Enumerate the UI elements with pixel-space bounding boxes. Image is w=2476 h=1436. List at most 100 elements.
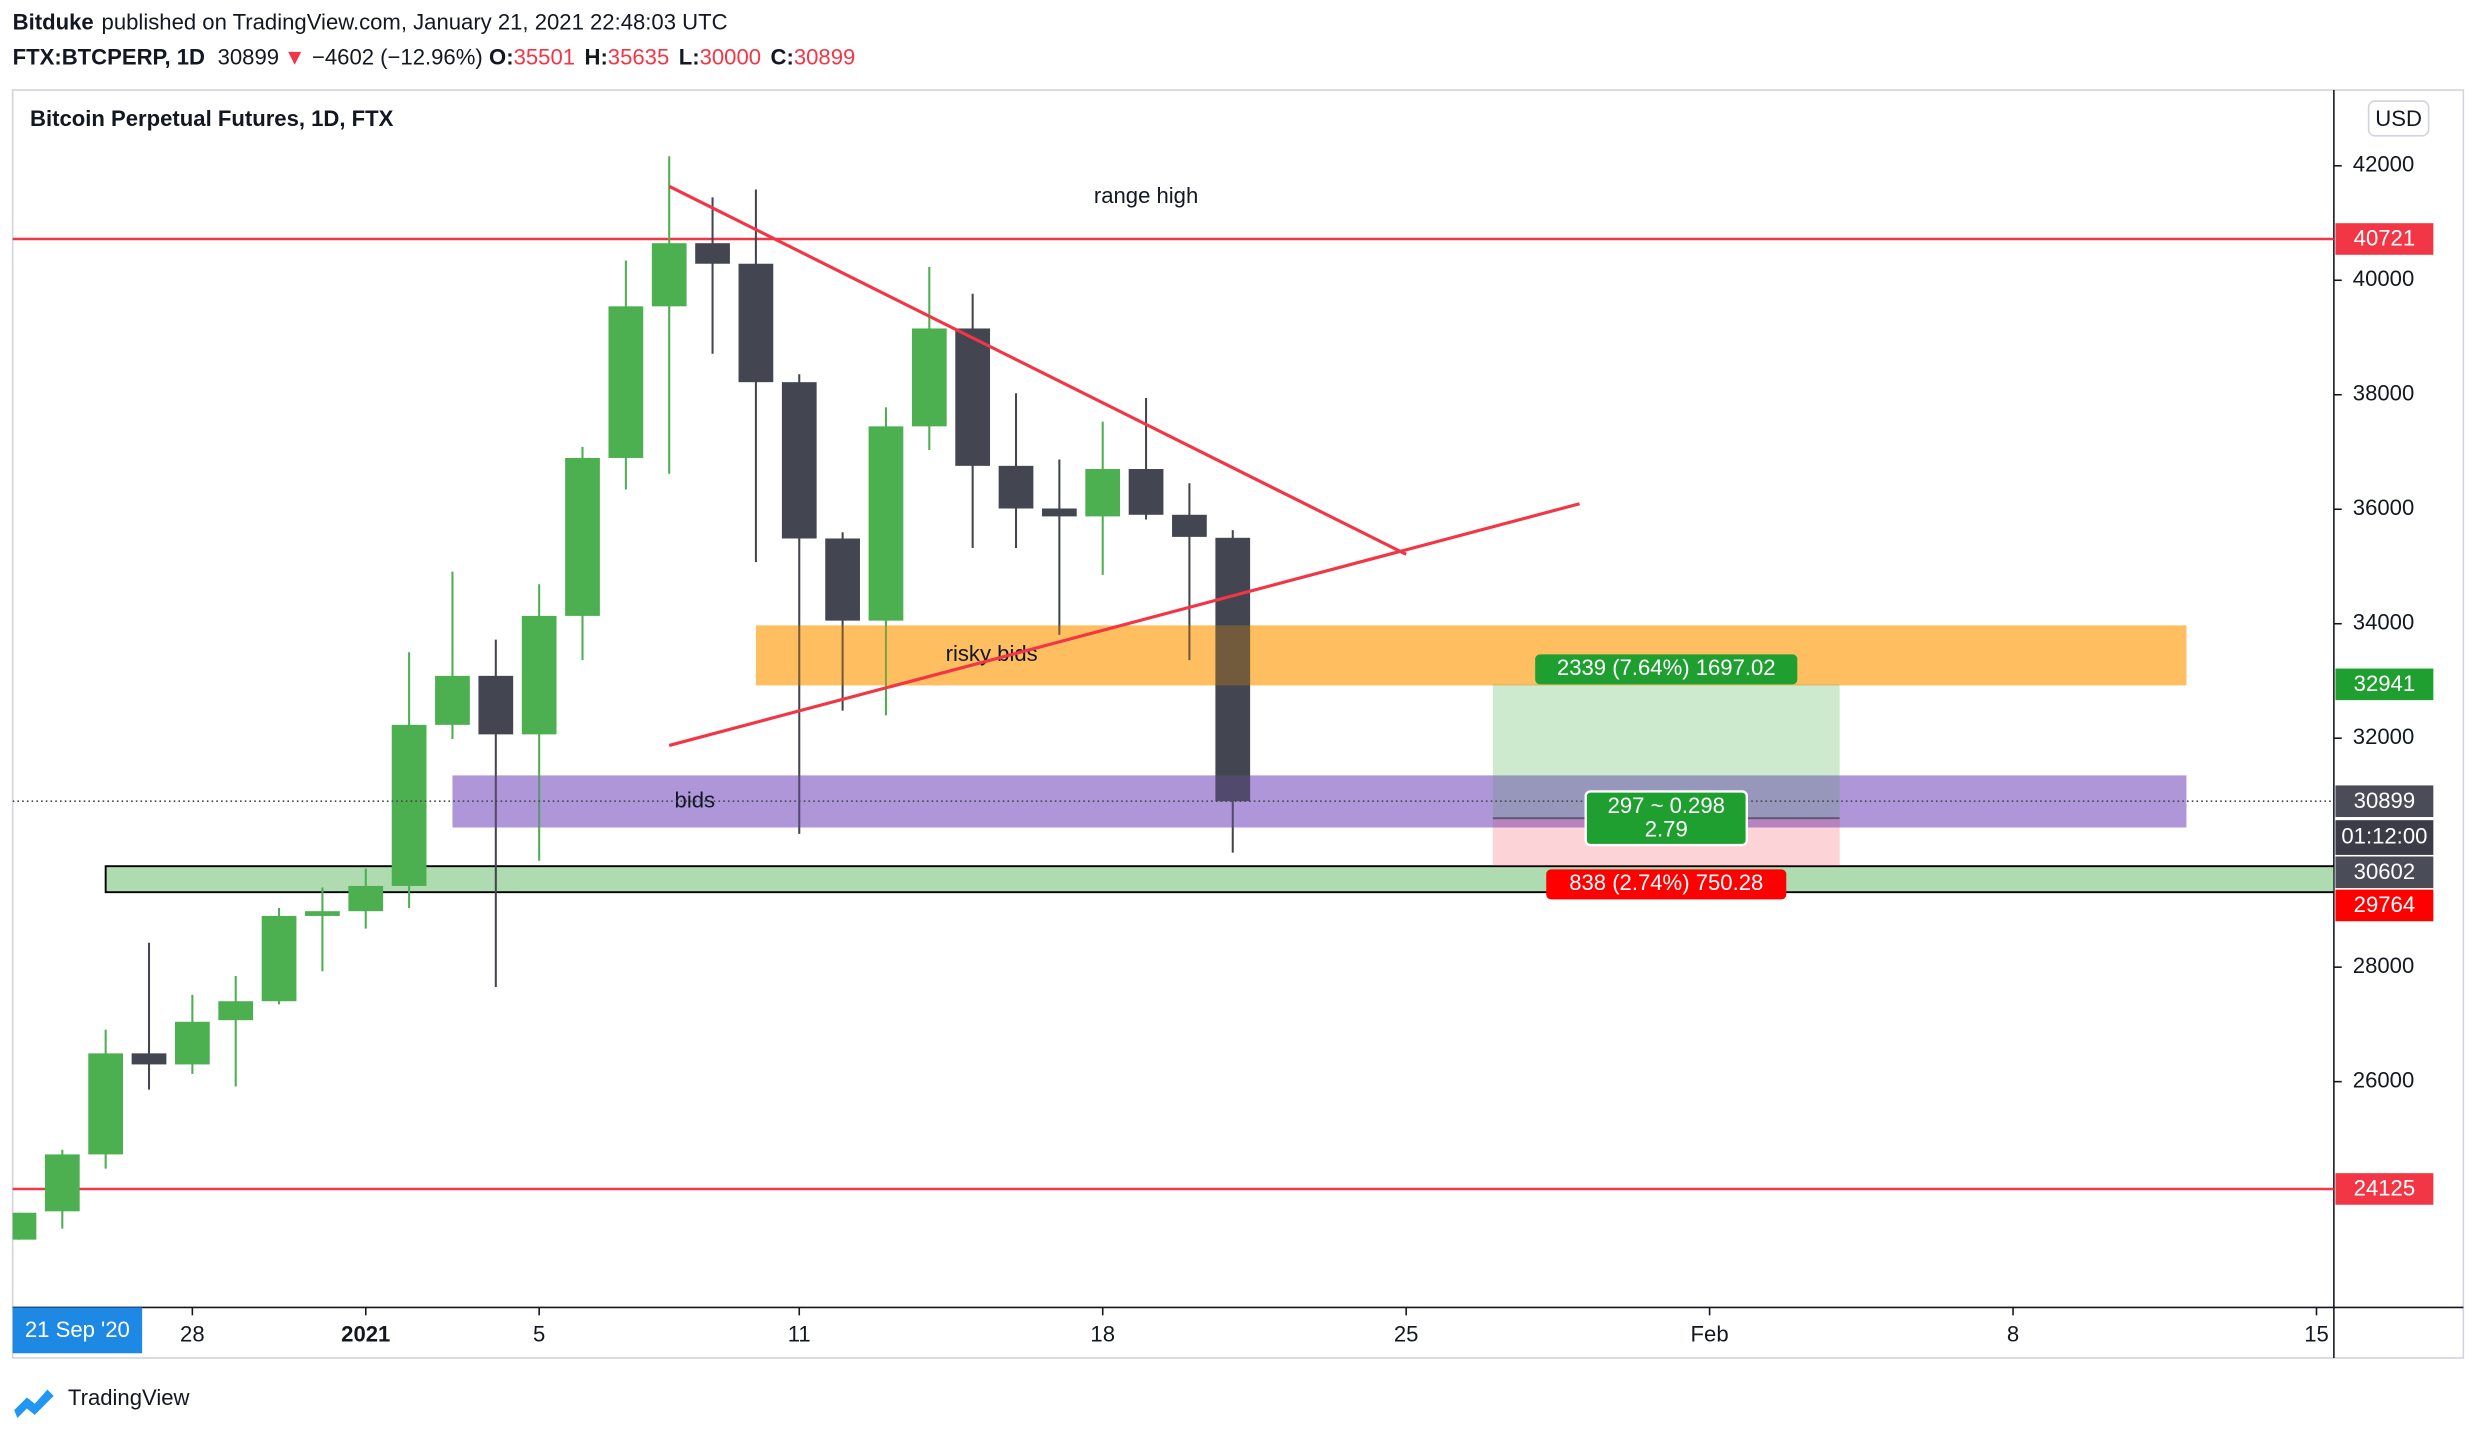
countdown-bg [2335,820,2434,855]
ohlc-value: 35501 [514,44,575,69]
price-label: 29764 [2354,892,2415,917]
candle-body [911,328,947,427]
published: published on TradingView.com, January 21… [102,10,728,35]
candle-body [738,263,774,383]
axes: 26000 28000 32000 34000 36000 38000 40000 42000… [180,152,2434,1347]
ratio-label-bg [1584,790,1748,847]
crosshair-label: 21 Sep '20 [25,1317,130,1342]
candle-body [44,1154,80,1212]
zone-label: bids [675,787,716,812]
candle-body [391,724,427,886]
candle-body [1128,468,1164,515]
y-tick-label: 38000 [2353,381,2414,406]
countdown: 01:12:00 [2341,823,2427,848]
candle-body [1215,537,1251,802]
price-label-bg [2335,1173,2434,1205]
price-label-bg [2335,785,2434,818]
currency-button[interactable] [2367,100,2430,137]
y-tick-label: 42000 [2353,152,2414,177]
candle-body [565,457,600,616]
zone-overlay [755,625,2187,686]
symbol: FTX:BTCPERP, 1D [13,44,205,69]
x-tick-label: Feb [1691,1322,1729,1347]
crosshair-label-bg [12,1307,143,1354]
candle-body [348,885,384,912]
candle-body [1172,514,1207,537]
annotation: range high [1094,183,1198,208]
header-line: Bitduke published on TradingView.com, Jan… [13,10,728,35]
candle-body [218,1001,254,1021]
y-tick-label: 40000 [2353,266,2414,291]
change: −4602 (−12.96%) [312,44,483,69]
x-tick-label: 2021 [341,1322,390,1347]
frame [11,89,2465,1359]
ratio-label: 2.79 [1645,817,1688,842]
candle-body [825,538,860,621]
candle-body [478,675,514,735]
ohlc-value: 35635 [608,44,669,69]
candle-body [868,426,904,621]
ohlc-value: 30899 [794,44,855,69]
stop-label-bg [1546,869,1787,900]
price-label: 24125 [2354,1176,2415,1201]
zone-overlay [452,775,2187,828]
candle-body [88,1053,124,1155]
candle-body [695,243,730,264]
author: Bitduke [13,10,94,35]
ohlc-label: H: [584,44,607,69]
x-tick-label: 25 [1394,1322,1419,1347]
ohlc-label: L: [679,44,700,69]
ratio-label: 297 ~ 0.298 [1608,793,1725,818]
ohlc-label: C: [771,44,794,69]
candle-body [174,1021,210,1065]
candle-body [521,615,557,735]
candle-body [12,1212,37,1240]
trend-line [668,502,1580,747]
brand: TradingView [68,1385,191,1410]
candle-body [955,328,991,466]
x-tick-label: 8 [2007,1322,2019,1347]
target-label: 2339 (7.64%) 1697.02 [1557,655,1776,680]
zone [452,775,2187,828]
y-tick-label: 36000 [2353,495,2414,520]
price-label-bg [2335,889,2434,922]
x-tick-label: 18 [1090,1322,1115,1347]
last-price: 30899 [218,44,279,69]
x-tick-label: 15 [2304,1322,2329,1347]
plot-area: risky bids bids 2339 (7.64%) 1697.02 838 (2… [12,156,2334,1240]
price-label: 40721 [2354,226,2415,251]
candle-body [1085,468,1121,517]
ohlc-value: 30000 [700,44,761,69]
candle-body [261,915,297,1002]
candle-body [435,675,470,725]
zone-label: risky bids [946,641,1038,666]
y-tick-label: 26000 [2353,1067,2414,1092]
candle-body [998,465,1034,509]
candle-body [781,382,817,539]
price-label-bg [2335,668,2434,701]
zone [104,865,2334,894]
x-tick-label: 28 [180,1322,205,1347]
zone [755,625,2187,686]
price-label-bg [2335,856,2434,889]
y-tick-label: 32000 [2353,724,2414,749]
logo: TradingView [14,1385,191,1418]
x-tick-label: 5 [533,1322,545,1347]
currency: USD [2375,106,2422,131]
logo-icon [14,1389,54,1418]
header-quote: FTX:BTCPERP, 1D 30899 ▼ −4602 (−12.96%) O:35… [13,44,856,69]
target-label-bg [1535,654,1798,685]
price-label: 30899 [2354,788,2415,813]
price-label: 32941 [2354,671,2415,696]
candle-body [651,243,687,307]
price-label-bg [2335,223,2434,255]
x-tick-label: 11 [788,1322,811,1347]
arrow: ▼ [284,44,306,69]
chart-title: Bitcoin Perpetual Futures, 1D, FTX [30,106,394,131]
stop-label: 838 (2.74%) 750.28 [1569,870,1763,895]
y-tick-label: 28000 [2353,953,2414,978]
ohlc-label: O: [489,44,514,69]
candle-body [305,911,340,916]
price-label: 30602 [2354,859,2415,884]
